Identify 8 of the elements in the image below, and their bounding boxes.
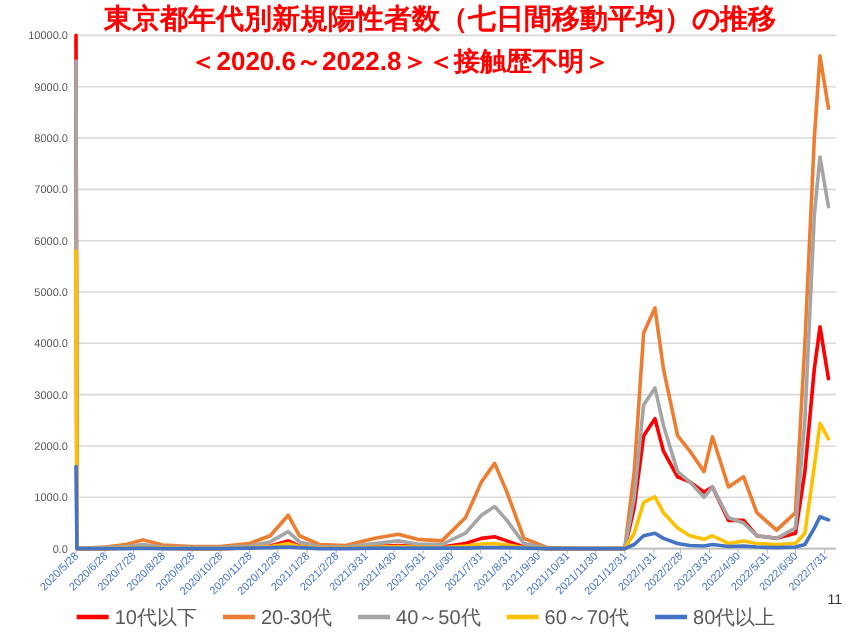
- legend-label: 80代以上: [693, 606, 776, 630]
- chart-subtitle: ＜2020.6～2022.8＞＜接触歴不明＞: [190, 46, 610, 76]
- legend-label: 20-30代: [260, 608, 333, 630]
- legend-label: 60～70代: [544, 608, 630, 630]
- line-series: [74, 464, 831, 551]
- legend-label: 40～50代: [396, 608, 481, 630]
- legend-label: 10代以下: [114, 606, 197, 630]
- chart-title: 東京都年代別新規陽性者数（七日間移動平均）の推移: [102, 2, 776, 34]
